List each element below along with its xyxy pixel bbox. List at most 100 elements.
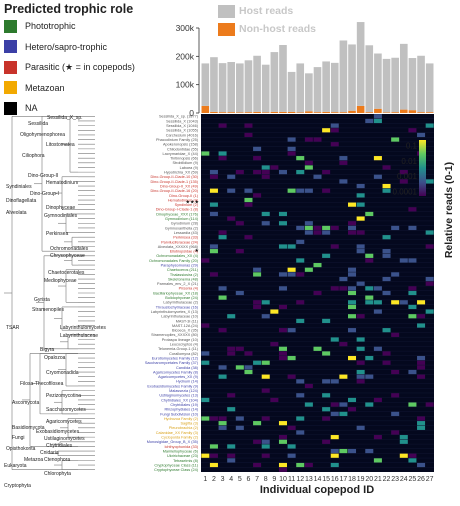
heatmap-cell [408, 402, 417, 407]
heatmap-cell [227, 407, 236, 412]
heatmap-cell [417, 132, 426, 138]
heatmap-cell [270, 165, 279, 170]
heatmap-cell [399, 258, 408, 263]
heatmap-cell [218, 235, 227, 240]
heatmap-x-tick-label: 24 [400, 476, 408, 483]
heatmap-cell [287, 244, 296, 249]
tree-node-label: Sessilida_X_sp. [47, 115, 83, 121]
bar-nonhost [408, 110, 417, 113]
heatmap-cell [209, 202, 218, 207]
heatmap-cell [330, 244, 339, 249]
colorbar-tick-label: 0.01 [401, 157, 417, 166]
heatmap-x-tick-label: 18 [348, 476, 356, 483]
heatmap-cell [287, 188, 296, 193]
legend-item-metazoan: Metazoan [2, 78, 187, 99]
bar-nonhost [391, 112, 399, 113]
heatmap-cell [339, 276, 348, 282]
heatmap-cell [373, 397, 382, 403]
heatmap-cell [244, 235, 253, 240]
heatmap-cell [391, 137, 400, 142]
bar-nonhost [287, 111, 296, 113]
heatmap-cell [339, 286, 348, 291]
heatmap-cell [296, 239, 305, 245]
bar-nonhost [261, 112, 270, 113]
heatmap-cell [287, 137, 296, 142]
bar-nonhost [339, 112, 348, 113]
heatmap-cell [218, 286, 227, 291]
heatmap-cell [201, 351, 210, 356]
colorbar-tick-label: 0.001 [397, 172, 418, 181]
colorbar-tick-label: 0.0001 [393, 188, 418, 197]
bar-legend-host: Host reads [218, 2, 316, 20]
heatmap-row-label: Rhizophydiales (14) [164, 408, 198, 412]
heatmap-cell [209, 416, 218, 421]
heatmap-cell [304, 462, 313, 468]
heatmap-x-tick-label: 23 [391, 476, 399, 483]
heatmap-cell [348, 300, 357, 305]
heatmap-cell [218, 425, 227, 431]
heatmap-x-tick-label: 14 [314, 476, 322, 483]
taxonomy-tree [4, 116, 95, 470]
heatmap-cell [356, 374, 365, 379]
heatmap-cell [296, 258, 305, 263]
tree-node-label: Ascomycota [12, 400, 39, 406]
heatmap-cell [296, 188, 305, 193]
heatmap-x-tick-label: 1 [203, 476, 207, 483]
heatmap-row-label: Agaricomycetes_XX (9) [158, 375, 199, 379]
tree-node-label: Syndiniales [6, 184, 32, 190]
heatmap-cell [399, 179, 408, 184]
tree-node-label: Cryomonadida [46, 370, 79, 376]
heatmap-cell [304, 160, 313, 165]
heatmap-cell [373, 309, 382, 314]
bar-nonhost [270, 111, 279, 113]
heatmap-cell [382, 188, 391, 193]
heatmap-row-label: Ustilaginomycetes (13) [159, 394, 198, 398]
heatmap-cell [399, 453, 408, 458]
heatmap-row-label: Lacrymaridae_X (44) [163, 152, 199, 156]
heatmap-row-label: Leucocryptos (4) [170, 343, 199, 347]
heatmap-cell [261, 360, 270, 365]
heatmap-cell [304, 137, 313, 142]
heatmap-cell [322, 318, 331, 324]
heatmap-cell [348, 225, 357, 231]
heatmap-cell [356, 248, 365, 254]
heatmap-row-label: Saccharomycetales Family (37) [145, 361, 199, 365]
heatmap-cell [322, 393, 331, 398]
heatmap-cell [287, 355, 296, 361]
legend-label: Phototrophic [25, 21, 76, 32]
heatmap-row-label: Labyrinthulaceae (10) [161, 315, 198, 319]
heatmap-cell [348, 230, 357, 235]
heatmap-x-tick-label: 3 [221, 476, 225, 483]
heatmap-cell [227, 216, 236, 221]
heatmap-cell [373, 155, 382, 161]
heatmap-cell [373, 114, 382, 119]
heatmap-row-label: Agaricomycetes Family (8) [153, 370, 199, 374]
heatmap-cell [348, 221, 357, 226]
heatmap-row-label: Lessardia (43) [174, 231, 199, 235]
bar-host [305, 73, 313, 112]
heatmap-cell [218, 365, 227, 370]
heatmap-row-label: Malassezia (124) [169, 389, 199, 393]
heatmap-cell [218, 328, 227, 333]
heatmap-cell [209, 453, 218, 458]
heatmap-cell [356, 244, 365, 249]
bar-nonhost [399, 109, 408, 113]
tree-node-label: Opalozoa [44, 355, 66, 361]
legend-items: Phototrophic Hetero/sapro-trophic Parasi… [2, 16, 187, 119]
heatmap-cell [365, 402, 374, 407]
heatmap-cell [330, 462, 339, 468]
tree-node-label: Exobasidiomycetes [36, 429, 80, 435]
heatmap-row-label: Protaspa lineage (10) [162, 338, 199, 342]
heatmap-row-label: Laboea (9) [180, 166, 199, 170]
heatmap-cell [313, 137, 322, 142]
bar-host [322, 61, 330, 112]
tree-labels: Sessilida_X_sp.Sessilida Oligohymenophore… [4, 115, 106, 489]
heatmap-cell [365, 253, 374, 258]
heatmap-row-label: Mamiellophyceae (6) [163, 449, 199, 453]
heatmap-row-label: Ellobiopsidae (4) [170, 250, 199, 254]
heatmap-cell [270, 309, 279, 314]
heatmap-cell [218, 155, 227, 161]
heatmap-cell [330, 434, 339, 440]
heatmap-cell [417, 300, 426, 305]
copepod-parasite-stars: ★★★ [186, 199, 200, 205]
